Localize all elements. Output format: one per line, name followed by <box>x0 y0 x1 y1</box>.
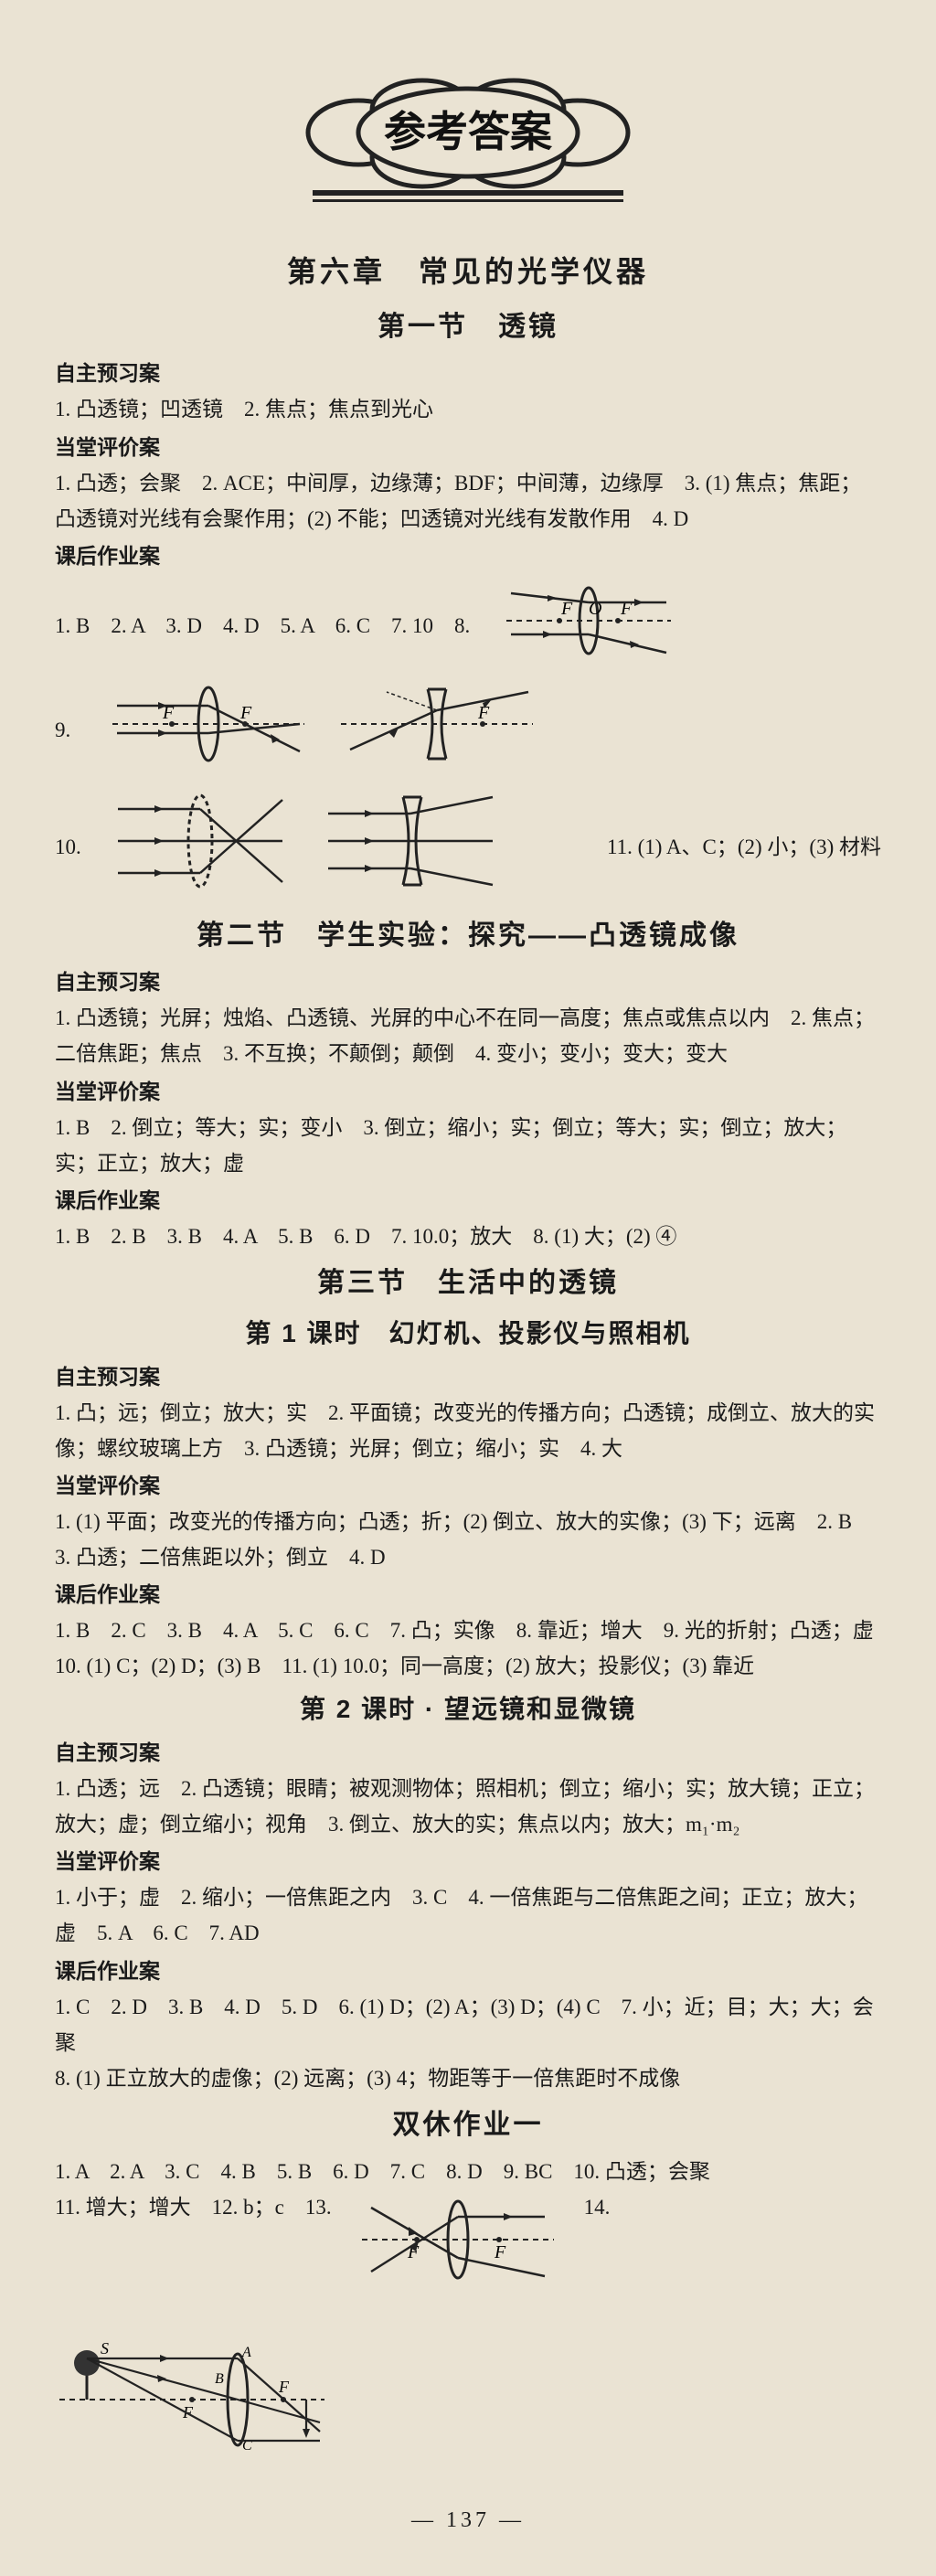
banner-title: 参考答案 <box>55 73 881 210</box>
svg-text:B: B <box>215 2371 224 2387</box>
q11-text: 11. (1) A、C；(2) 小；(3) 材料 <box>607 829 881 865</box>
hw-l2b: 14. <box>584 2189 611 2225</box>
s2-l1: 1. 凸透镜；光屏；烛焰、凸透镜、光屏的中心不在同一高度；焦点或焦点以内 2. … <box>55 1000 881 1071</box>
chapter-title: 第六章 常见的光学仪器 <box>55 247 881 296</box>
s3-l6b: 8. (1) 正立放大的虚像；(2) 远离；(3) 4；物距等于一倍焦距时不成像 <box>55 2060 881 2096</box>
s1-h2: 当堂评价案 <box>55 430 881 465</box>
s3-h2: 当堂评价案 <box>55 1468 881 1504</box>
section3-title: 第三节 生活中的透镜 <box>55 1260 881 1306</box>
s1-row-q1to8: 1. B 2. A 3. D 4. D 5. A 6. C 7. 10 8. F… <box>55 580 881 673</box>
hw-row-11-14: 11. 增大；增大 12. b；c 13. F F 14. F F <box>55 2189 881 2475</box>
section2-title: 第二节 学生实验：探究——凸透镜成像 <box>55 912 881 959</box>
s1-l1: 1. 凸透镜；凹透镜 2. 焦点；焦点到光心 <box>55 391 881 427</box>
diagram-q9b: F <box>336 678 537 781</box>
s3-l3a: 1. B 2. C 3. B 4. A 5. C 6. C 7. 凸；实像 8.… <box>55 1613 881 1648</box>
hw-l1: 1. A 2. A 3. C 4. B 5. B 6. D 7. C 8. D … <box>55 2154 881 2189</box>
svg-text:F: F <box>560 599 573 619</box>
s1-h3: 课后作业案 <box>55 538 881 574</box>
s2-l2: 1. B 2. 倒立；等大；实；变小 3. 倒立；缩小；实；倒立；等大；实；倒立… <box>55 1110 881 1181</box>
s3-h5: 当堂评价案 <box>55 1844 881 1879</box>
s1-row-q9: 9. F F F <box>55 678 881 781</box>
diagram-q10a <box>109 786 292 907</box>
diagram-q14: F F S A B C <box>55 2326 329 2475</box>
s3-l1: 1. 凸；远；倒立；放大；实 2. 平面镜；改变光的传播方向；凸透镜；成倒立、放… <box>55 1395 881 1466</box>
banner-cloud-icon: 参考答案 <box>276 73 660 210</box>
hw-title: 双休作业一 <box>55 2102 881 2148</box>
diagram-q13: F F <box>357 2189 558 2301</box>
s3-l3b: 10. (1) C；(2) D；(3) B 11. (1) 10.0；同一高度；… <box>55 1648 881 1684</box>
svg-text:F: F <box>278 2378 290 2396</box>
svg-text:A: A <box>241 2345 251 2360</box>
s2-h2: 当堂评价案 <box>55 1074 881 1110</box>
s3-h3: 课后作业案 <box>55 1577 881 1613</box>
s3-h1: 自主预习案 <box>55 1359 881 1395</box>
svg-text:F: F <box>239 703 252 723</box>
s3-sub1: 第 1 课时 幻灯机、投影仪与照相机 <box>55 1312 881 1356</box>
s2-l3: 1. B 2. B 3. B 4. A 5. B 6. D 7. 10.0；放大… <box>55 1219 881 1254</box>
s1-l2: 1. 凸透；会聚 2. ACE；中间厚，边缘薄；BDF；中间薄，边缘厚 3. (… <box>55 465 881 537</box>
s3-l6a: 1. C 2. D 3. B 4. D 5. D 6. (1) D；(2) A；… <box>55 1989 881 2060</box>
s1-l3: 1. B 2. A 3. D 4. D 5. A 6. C 7. 10 8. <box>55 608 470 644</box>
s3-l2: 1. (1) 平面；改变光的传播方向；凸透；折；(2) 倒立、放大的实像；(3)… <box>55 1504 881 1575</box>
svg-text:F: F <box>477 703 490 723</box>
diagram-q10b <box>319 786 502 907</box>
q9-label: 9. <box>55 712 80 748</box>
s3-sub2: 第 2 课时 · 望远镜和显微镜 <box>55 1687 881 1731</box>
section1-title: 第一节 透镜 <box>55 303 881 350</box>
s3-l5: 1. 小于；虚 2. 缩小；一倍焦距之内 3. C 4. 一倍焦距与二倍焦距之间… <box>55 1879 881 1951</box>
banner-text: 参考答案 <box>384 109 553 155</box>
svg-text:S: S <box>101 2339 109 2358</box>
q10-label: 10. <box>55 829 81 865</box>
diagram-q8-convex: F O F <box>497 580 680 673</box>
s2-h1: 自主预习案 <box>55 964 881 1000</box>
s1-h1: 自主预习案 <box>55 356 881 391</box>
hw-l2a: 11. 增大；增大 12. b；c 13. <box>55 2189 332 2225</box>
svg-text:F: F <box>494 2242 506 2262</box>
s3-h4: 自主预习案 <box>55 1735 881 1771</box>
s3-h6: 课后作业案 <box>55 1953 881 1989</box>
s2-h3: 课后作业案 <box>55 1183 881 1219</box>
page-number: — 137 — <box>55 2502 881 2539</box>
s3-l4: 1. 凸透；远 2. 凸透镜；眼睛；被观测物体；照相机；倒立；缩小；实；放大镜；… <box>55 1771 881 1842</box>
diagram-q9a: F F <box>108 678 309 781</box>
s1-row-q10: 10. 1 <box>55 786 881 907</box>
